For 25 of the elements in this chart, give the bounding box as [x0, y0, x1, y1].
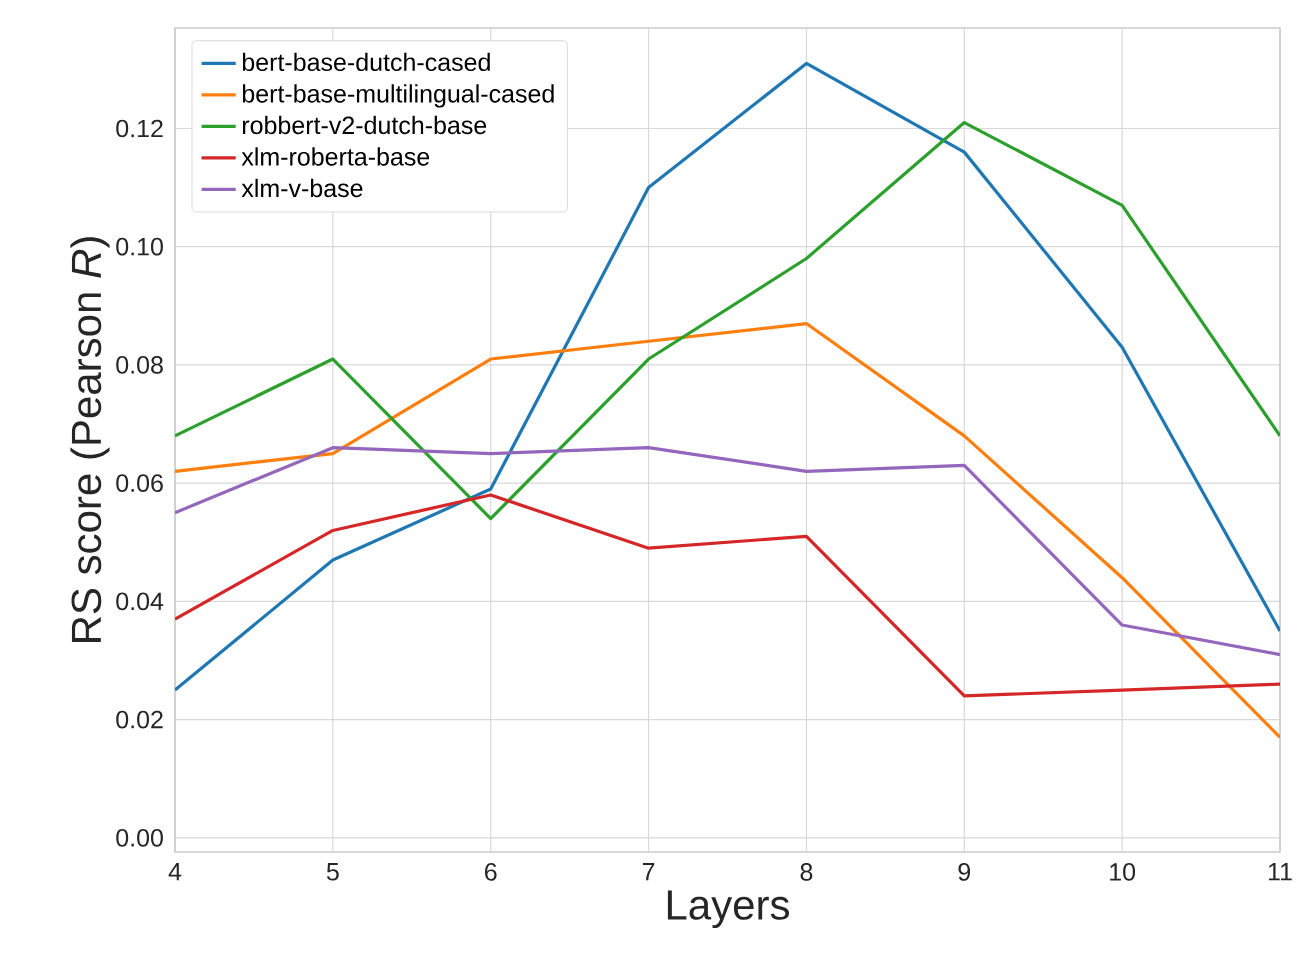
- x-tick-label: 7: [642, 863, 655, 881]
- x-tick-label: 11: [1268, 863, 1292, 881]
- legend-label: xlm-roberta-base: [241, 147, 430, 166]
- x-axis-title: Layers: [667, 890, 789, 929]
- x-tick-label: 5: [326, 863, 339, 881]
- legend-label: xlm-v-base: [241, 178, 363, 198]
- y-tick-label: 0.00: [116, 828, 163, 847]
- y-tick-label: 0.06: [116, 474, 163, 492]
- line-series: [175, 493, 1280, 698]
- y-tick-label: 0.12: [116, 119, 163, 138]
- legend-label: bert-base-multilingual-cased: [242, 84, 554, 108]
- x-tick-label: 6: [485, 863, 497, 881]
- x-tick-label: 10: [1110, 863, 1136, 881]
- legend-label: robbert-v2-dutch-base: [242, 115, 487, 135]
- line-series: [175, 321, 1280, 739]
- y-tick-label: 0.08: [116, 356, 163, 374]
- legend-label: bert-base-dutch-cased: [242, 52, 490, 72]
- x-tick-label: 9: [958, 863, 971, 881]
- line-series: [175, 446, 1280, 657]
- x-tick-label: 4: [168, 863, 182, 881]
- x-tick-label: 8: [800, 863, 813, 881]
- y-tick-label: 0.04: [116, 592, 164, 611]
- y-tick-label: 0.10: [116, 237, 163, 256]
- y-tick-label: 0.02: [116, 710, 163, 729]
- y-axis-title: RS score (Pearson R): [70, 237, 110, 642]
